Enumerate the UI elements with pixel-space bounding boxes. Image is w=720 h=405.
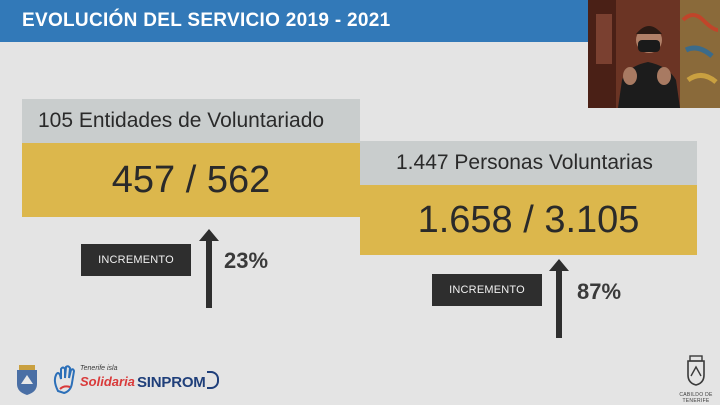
logo-solidaria-text: Solidaria <box>80 374 135 389</box>
slide-title: EVOLUCIÓN DEL SERVICIO 2019 - 2021 <box>0 0 588 42</box>
card-header-personas: 1.447 Personas Voluntarias <box>360 141 697 185</box>
increment-percent-entidades: 23% <box>224 248 269 273</box>
logo-tagline: Tenerife isla <box>80 365 118 372</box>
cabildo-tenerife-logo: CABILDO DE TENERIFE <box>676 355 716 404</box>
increment-label-personas: INCREMENTO <box>432 274 542 306</box>
card-value-entidades: 457 / 562 <box>22 143 360 217</box>
up-arrow-icon <box>549 259 569 338</box>
interpreter-image <box>588 0 720 108</box>
cabildo-crest-icon <box>687 355 705 386</box>
up-arrow-icon <box>199 229 219 308</box>
sinpromi-logo: SINPROM <box>137 371 219 391</box>
tenerife-solidaria-logo: Tenerife isla Solidaria <box>52 363 135 397</box>
cabildo-caption: CABILDO DE TENERIFE <box>679 392 713 404</box>
card-value-personas: 1.658 / 3.105 <box>360 185 697 255</box>
increment-label-entidades: INCREMENTO <box>81 244 191 276</box>
hand-icon <box>53 365 76 395</box>
tenerife-shield-logo <box>17 365 37 395</box>
sinpromi-logo-text: SINPROM <box>137 374 206 391</box>
card-header-entidades: 105 Entidades de Voluntariado <box>22 99 360 143</box>
sign-language-interpreter-video <box>588 0 720 108</box>
increment-percent-personas: 87% <box>577 279 622 304</box>
